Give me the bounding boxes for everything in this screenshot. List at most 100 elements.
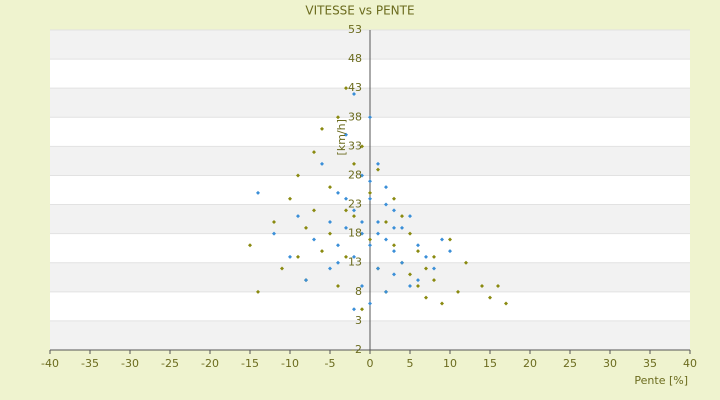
point <box>360 231 364 236</box>
chart-title: VITESSE vs PENTE <box>305 4 414 18</box>
point <box>280 266 284 271</box>
point <box>392 272 396 277</box>
point <box>344 225 348 230</box>
x-tick-label: -25 <box>161 357 179 370</box>
point <box>432 266 436 271</box>
point <box>408 272 412 277</box>
point <box>336 190 340 195</box>
point <box>408 214 412 219</box>
point <box>288 196 292 201</box>
point <box>360 284 364 288</box>
point <box>392 196 396 201</box>
point <box>352 208 356 213</box>
x-tick-label: -10 <box>281 357 299 370</box>
point <box>312 237 316 242</box>
x-tick-label: -35 <box>81 357 99 370</box>
point <box>376 231 380 236</box>
y-tick-label: 33 <box>348 139 362 152</box>
point <box>304 225 308 230</box>
point <box>368 196 372 201</box>
y-tick-label: -2 <box>351 343 362 356</box>
point <box>368 237 372 242</box>
point <box>344 254 348 259</box>
x-tick-label: -15 <box>241 357 259 370</box>
point <box>400 214 404 219</box>
point <box>400 260 404 265</box>
point <box>368 243 372 248</box>
point <box>480 284 484 288</box>
point <box>464 260 468 265</box>
point <box>424 254 428 259</box>
point <box>392 249 396 254</box>
point <box>336 260 340 265</box>
point <box>328 185 332 190</box>
x-tick-label: -5 <box>325 357 336 370</box>
point <box>448 249 452 254</box>
point <box>440 301 444 306</box>
point <box>416 278 420 283</box>
point <box>384 185 388 190</box>
point <box>360 173 364 178</box>
point <box>328 266 332 271</box>
point <box>488 295 492 300</box>
point <box>352 307 356 312</box>
x-tick-label: 10 <box>443 357 457 370</box>
point <box>344 86 348 91</box>
point <box>360 307 364 312</box>
y-tick-label: 8 <box>355 285 362 298</box>
x-tick-label: -40 <box>41 357 59 370</box>
point <box>296 214 300 219</box>
point <box>416 284 420 288</box>
x-tick-label: 35 <box>643 357 657 370</box>
point <box>408 284 412 288</box>
x-tick-label: -30 <box>121 357 139 370</box>
x-tick-label: 30 <box>603 357 617 370</box>
point <box>336 284 340 288</box>
point <box>384 202 388 207</box>
point <box>272 231 276 236</box>
point <box>288 254 292 259</box>
point <box>376 266 380 271</box>
point <box>432 254 436 259</box>
point <box>504 301 508 306</box>
point <box>496 284 500 288</box>
point <box>416 249 420 254</box>
point <box>384 289 388 294</box>
point <box>328 231 332 236</box>
point <box>352 92 356 96</box>
point <box>392 208 396 213</box>
y-axis-label: [km/h] <box>335 119 348 155</box>
y-tick-label: 28 <box>348 168 362 181</box>
point <box>360 144 364 149</box>
x-tick-label: -20 <box>201 357 219 370</box>
point <box>320 249 324 254</box>
point <box>272 220 276 224</box>
point <box>368 179 372 184</box>
y-tick-label: 3 <box>355 314 362 327</box>
point <box>312 150 316 155</box>
y-tick-label: 43 <box>348 81 362 94</box>
point <box>376 167 380 172</box>
point <box>248 243 252 248</box>
x-tick-label: 25 <box>563 357 577 370</box>
point <box>384 237 388 242</box>
point <box>408 231 412 236</box>
point <box>328 220 332 224</box>
point <box>376 161 380 166</box>
point <box>368 301 372 306</box>
y-tick-label: 48 <box>348 52 362 65</box>
point <box>424 266 428 271</box>
point <box>256 190 260 195</box>
point <box>424 295 428 300</box>
point <box>296 254 300 259</box>
point <box>336 115 340 120</box>
x-tick-label: 5 <box>407 357 414 370</box>
point <box>352 214 356 219</box>
point <box>296 173 300 178</box>
x-tick-label: 20 <box>523 357 537 370</box>
point <box>344 132 348 137</box>
point <box>432 278 436 283</box>
point <box>352 254 356 259</box>
point <box>336 243 340 248</box>
